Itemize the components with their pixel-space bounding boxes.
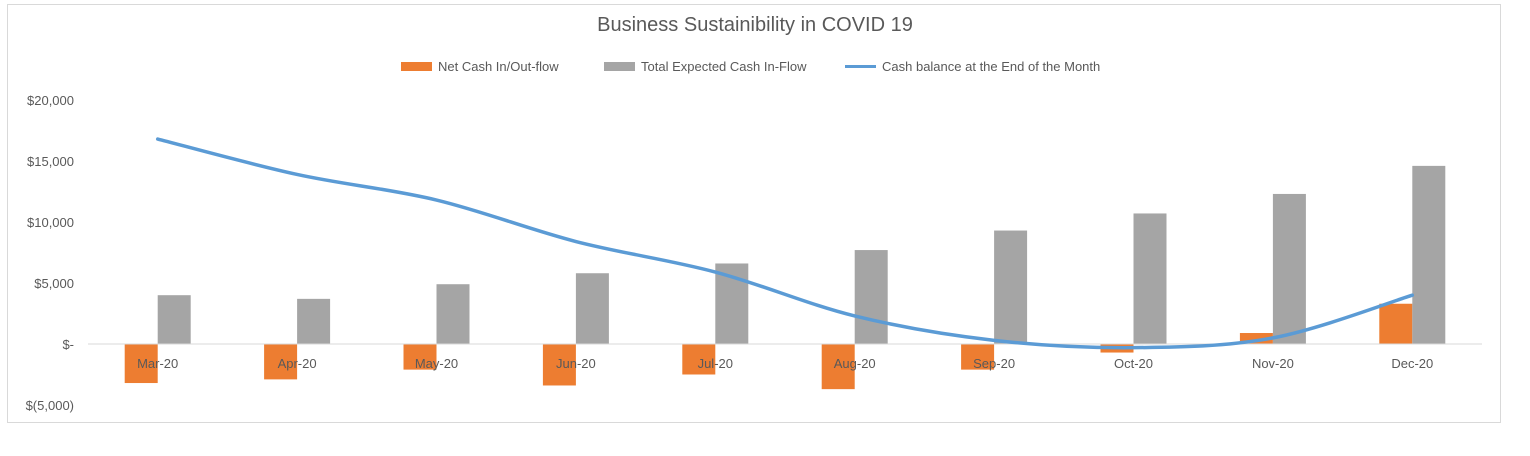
- x-tick-label: Aug-20: [834, 356, 876, 371]
- y-tick-label: $(5,000): [26, 398, 74, 413]
- expected-inflow-bar: [297, 298, 331, 344]
- legend-item-cash-balance: Cash balance at the End of the Month: [845, 59, 1100, 74]
- x-tick-label: Jul-20: [698, 356, 733, 371]
- legend-label-expected-inflow: Total Expected Cash In-Flow: [641, 59, 807, 74]
- legend-item-expected-inflow: Total Expected Cash In-Flow: [604, 59, 806, 74]
- net-cash-bar: [821, 344, 855, 390]
- y-tick-label: $20,000: [27, 93, 74, 108]
- expected-inflow-bar: [157, 295, 191, 344]
- expected-inflow-bar: [854, 250, 888, 344]
- legend-swatch-net-cash: [401, 62, 432, 71]
- chart-title: Business Sustainibility in COVID 19: [597, 14, 913, 36]
- legend-swatch-cash-balance: [845, 65, 876, 68]
- x-tick-label: May-20: [415, 356, 458, 371]
- expected-inflow-bar: [1412, 165, 1446, 344]
- expected-inflow-bar: [1133, 213, 1167, 344]
- expected-inflow-bar: [575, 273, 609, 344]
- net-cash-bar: [542, 344, 576, 386]
- chart-area: [7, 4, 1501, 423]
- net-cash-bar: [961, 344, 995, 370]
- net-cash-bar: [124, 344, 158, 384]
- legend: Net Cash In/Out-flow Total Expected Cash…: [0, 59, 1510, 77]
- net-cash-bar: [682, 344, 716, 375]
- legend-item-net-cash: Net Cash In/Out-flow: [401, 59, 559, 74]
- y-tick-label: $10,000: [27, 215, 74, 230]
- legend-label-net-cash: Net Cash In/Out-flow: [438, 59, 559, 74]
- expected-inflow-bar: [994, 230, 1028, 344]
- x-tick-label: Apr-20: [278, 356, 317, 371]
- y-tick-label: $5,000: [34, 276, 74, 291]
- net-cash-bar: [1239, 333, 1273, 344]
- x-tick-label: Mar-20: [137, 356, 178, 371]
- x-tick-label: Dec-20: [1391, 356, 1433, 371]
- x-tick-label: Sep-20: [973, 356, 1015, 371]
- expected-inflow-bar: [1272, 193, 1306, 344]
- net-cash-bar: [264, 344, 298, 380]
- net-cash-bar: [403, 344, 437, 370]
- net-cash-bar: [1379, 303, 1413, 344]
- legend-swatch-expected-inflow: [604, 62, 635, 71]
- expected-inflow-bar: [436, 284, 470, 344]
- legend-label-cash-balance: Cash balance at the End of the Month: [882, 59, 1101, 74]
- x-tick-label: Oct-20: [1114, 356, 1153, 371]
- y-tick-label: $-: [62, 337, 74, 352]
- x-tick-label: Jun-20: [556, 356, 596, 371]
- x-tick-label: Nov-20: [1252, 356, 1294, 371]
- cash-balance-line: [155, 137, 1415, 350]
- y-tick-label: $15,000: [27, 154, 74, 169]
